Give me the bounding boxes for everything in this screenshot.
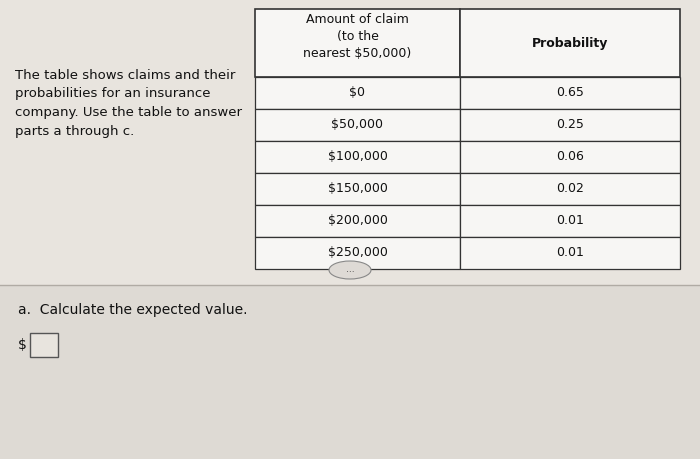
Bar	[460, 173, 680, 205]
Text: 0.01: 0.01	[556, 246, 584, 259]
Text: Amount of claim
(to the
nearest $50,000): Amount of claim (to the nearest $50,000)	[303, 13, 412, 60]
Bar	[0, 0, 700, 285]
Bar	[255, 205, 460, 237]
Bar	[460, 237, 680, 269]
Bar	[255, 77, 460, 109]
Text: $200,000: $200,000	[328, 214, 387, 228]
Text: 0.02: 0.02	[556, 183, 584, 196]
Text: ...: ...	[346, 265, 354, 274]
Text: The table shows claims and their
probabilities for an insurance
company. Use the: The table shows claims and their probabi…	[15, 69, 242, 138]
Bar	[460, 109, 680, 141]
Text: $100,000: $100,000	[328, 151, 387, 163]
Text: a.  Calculate the expected value.: a. Calculate the expected value.	[18, 303, 248, 317]
Bar	[255, 9, 460, 77]
Bar	[460, 9, 680, 77]
Text: 0.25: 0.25	[556, 118, 584, 131]
Bar	[0, 285, 700, 459]
Text: Probability: Probability	[532, 37, 608, 50]
Text: 0.01: 0.01	[556, 214, 584, 228]
Bar	[30, 333, 58, 357]
Bar	[460, 141, 680, 173]
Text: $150,000: $150,000	[328, 183, 387, 196]
Bar	[255, 237, 460, 269]
Text: 0.65: 0.65	[556, 86, 584, 100]
Text: $0: $0	[349, 86, 365, 100]
Ellipse shape	[329, 261, 371, 279]
Bar	[460, 77, 680, 109]
Text: 0.06: 0.06	[556, 151, 584, 163]
Bar	[255, 141, 460, 173]
Text: $250,000: $250,000	[328, 246, 387, 259]
Text: $: $	[18, 338, 27, 352]
Bar	[255, 109, 460, 141]
Text: $50,000: $50,000	[332, 118, 384, 131]
Bar	[255, 173, 460, 205]
Bar	[460, 205, 680, 237]
